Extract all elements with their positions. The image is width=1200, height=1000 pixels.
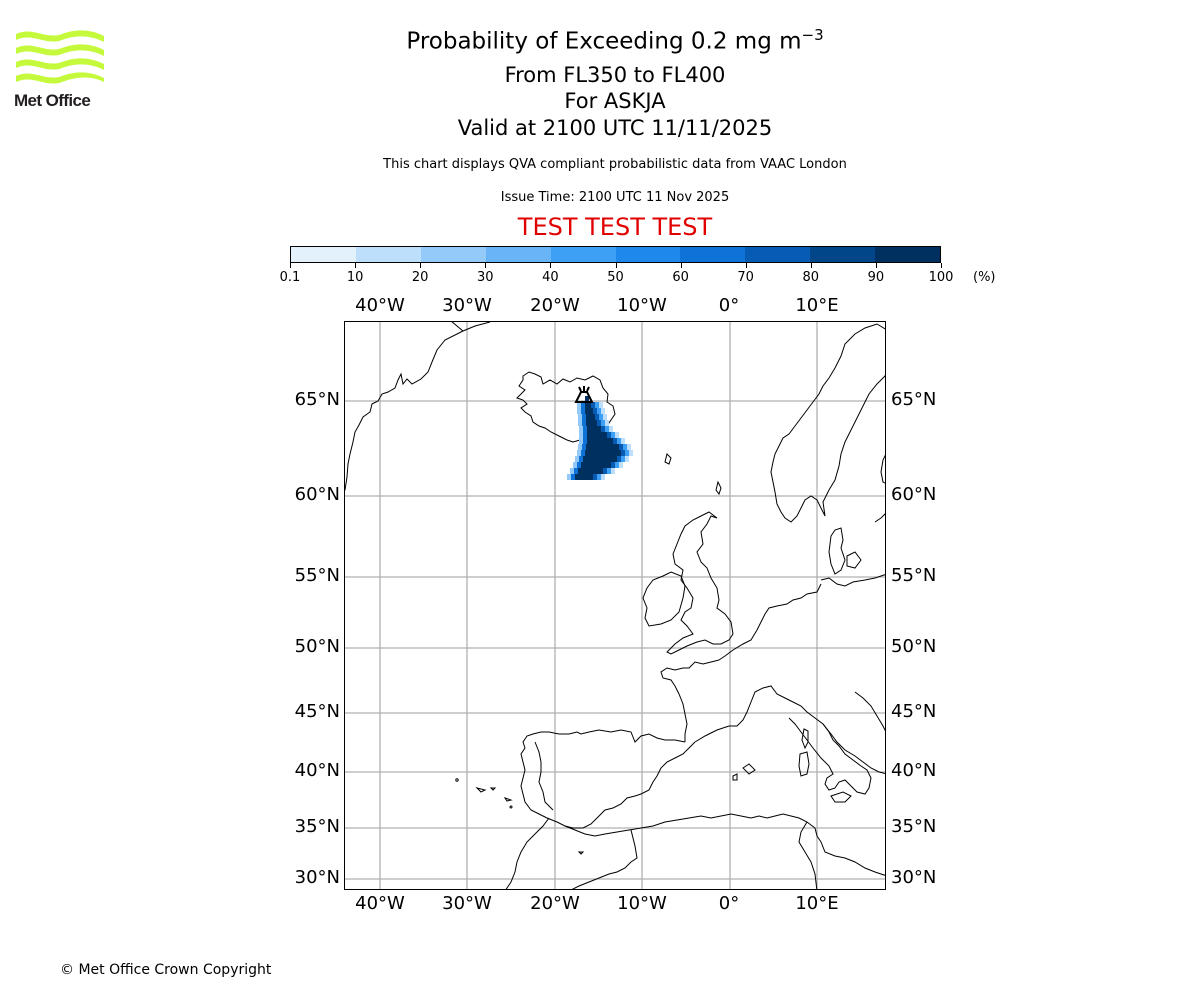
valid-time: Valid at 2100 UTC 11/11/2025 — [457, 116, 773, 140]
longitude-label-bottom: 10°E — [795, 893, 839, 914]
colorbar-segment — [810, 247, 876, 262]
colorbar-segment — [875, 247, 941, 262]
colorbar-tick — [680, 263, 682, 268]
latitude-label-left: 30°N — [294, 867, 340, 888]
colorbar-tick-label: 40 — [542, 270, 559, 285]
latitude-label-right: 65°N — [891, 389, 937, 410]
colorbar-tick-label: 0.1 — [279, 270, 301, 285]
chart-title: Probability of Exceeding 0.2 mg m−3 — [0, 26, 1200, 55]
longitude-label-bottom: 30°W — [442, 893, 492, 914]
latitude-label-left: 60°N — [294, 484, 340, 505]
flight-level-range: From FL350 to FL400 — [504, 63, 726, 87]
colorbar-tick — [290, 263, 291, 268]
latitude-label-right: 40°N — [891, 760, 937, 781]
latitude-label-left: 35°N — [294, 816, 340, 837]
met-office-wave-logo-icon — [16, 30, 104, 84]
colorbar-tick-label: 100 — [928, 270, 954, 285]
map-panel — [344, 321, 886, 890]
colorbar-tick-label: 20 — [411, 270, 429, 285]
probability-colorbar — [290, 246, 941, 263]
issue-time: Issue Time: 2100 UTC 11 Nov 2025 — [500, 190, 730, 205]
longitude-label-bottom: 20°W — [530, 893, 580, 914]
coastlines — [345, 322, 885, 889]
colorbar-tick — [420, 263, 422, 268]
colorbar-segment — [485, 247, 551, 262]
colorbar-tick — [485, 263, 487, 268]
italy-coast — [788, 717, 872, 795]
great-britain-coast — [666, 511, 734, 655]
colorbar-segment — [745, 247, 811, 262]
chart-description: This chart displays QVA compliant probab… — [383, 157, 847, 172]
copyright-footer: © Met Office Crown Copyright — [60, 962, 272, 978]
ash-probability-plume — [567, 396, 633, 480]
test-banner: TEST TEST TEST — [517, 213, 713, 241]
latitude-label-right: 35°N — [891, 816, 937, 837]
colorbar-segment — [550, 247, 616, 262]
colorbar-tick-label: 50 — [607, 270, 624, 285]
longitude-label-top: 20°W — [530, 295, 580, 316]
latitude-label-left: 55°N — [294, 565, 340, 586]
colorbar-segment — [291, 247, 356, 262]
latitude-label-right: 50°N — [891, 636, 937, 657]
colorbar-tick — [550, 263, 552, 268]
scandinavia-coast — [770, 323, 885, 523]
map-canvas — [345, 322, 885, 889]
colorbar-tick-label: 80 — [802, 270, 820, 285]
longitude-label-bottom: 0° — [718, 893, 740, 914]
latitude-label-left: 40°N — [294, 760, 340, 781]
colorbar-segment — [355, 247, 421, 262]
colorbar-tick-label: 70 — [737, 270, 754, 285]
colorbar-tick — [941, 263, 942, 268]
chart-title-superscript: −3 — [801, 26, 824, 44]
ireland-coast — [642, 571, 686, 627]
longitude-label-top: 10°E — [795, 295, 839, 316]
longitude-label-top: 40°W — [355, 295, 405, 316]
latitude-label-left: 50°N — [294, 636, 340, 657]
colorbar-segment — [680, 247, 746, 262]
colorbar-tick-label: 10 — [346, 270, 364, 285]
longitude-label-top: 0° — [718, 295, 740, 316]
longitude-label-bottom: 40°W — [355, 893, 405, 914]
colorbar-tick — [355, 263, 357, 268]
north-africa-coast — [505, 817, 550, 889]
map-gridlines — [345, 322, 885, 889]
volcano-icon — [574, 386, 594, 403]
sardinia-coast — [798, 751, 810, 777]
latitude-label-right: 55°N — [891, 565, 937, 586]
iberia-coast — [520, 729, 696, 829]
longitude-label-top: 10°W — [617, 295, 667, 316]
colorbar-segment — [615, 247, 681, 262]
colorbar-tick — [875, 263, 877, 268]
colorbar-tick — [615, 263, 617, 268]
met-office-logo — [12, 28, 108, 112]
longitude-label-top: 30°W — [442, 295, 492, 316]
corsica-coast — [801, 728, 809, 750]
colorbar-tick-label: 30 — [477, 270, 494, 285]
denmark-coast — [828, 527, 846, 575]
longitude-label-bottom: 10°W — [617, 893, 667, 914]
volcano-name: For ASKJA — [564, 89, 666, 113]
latitude-label-left: 45°N — [294, 701, 340, 722]
greenland-coast — [345, 322, 491, 491]
latitude-label-right: 30°N — [891, 867, 937, 888]
latitude-label-right: 45°N — [891, 701, 937, 722]
colorbar-tick-label: 60 — [672, 270, 689, 285]
latitude-label-left: 65°N — [294, 389, 340, 410]
colorbar-unit: (%) — [973, 270, 996, 285]
met-office-logo-text: Met Office — [14, 91, 91, 110]
france-coast — [660, 659, 720, 742]
colorbar-segment — [420, 247, 486, 262]
colorbar-tick-label: 90 — [867, 270, 885, 285]
colorbar-tick — [745, 263, 747, 268]
colorbar-tick — [810, 263, 812, 268]
chart-title-text: Probability of Exceeding 0.2 mg m — [406, 28, 802, 55]
latitude-label-right: 60°N — [891, 484, 937, 505]
